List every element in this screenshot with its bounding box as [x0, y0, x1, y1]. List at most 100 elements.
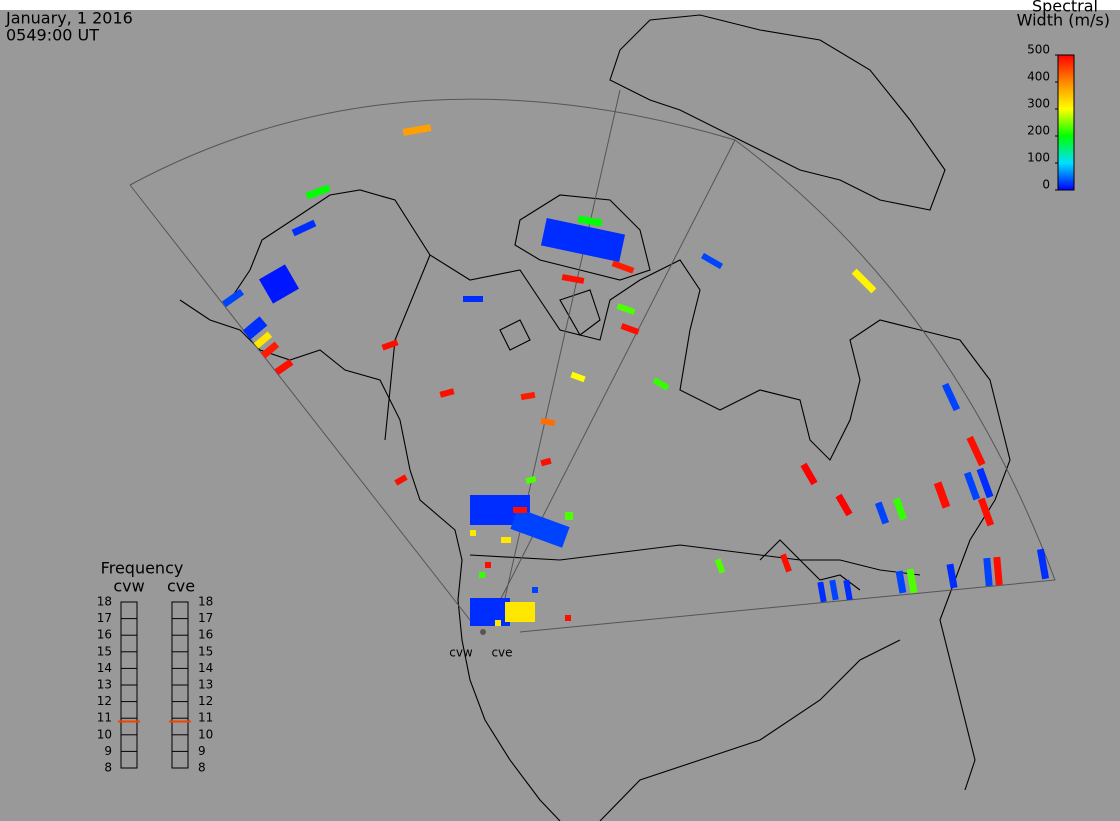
frequency-tick-label: 15	[198, 644, 213, 658]
echo	[501, 537, 511, 543]
echo	[714, 558, 726, 574]
colorbar-title: Spectral	[1032, 0, 1098, 16]
echo	[611, 260, 635, 274]
frequency-tick-label: 16	[97, 628, 112, 642]
colorbar-tick-label: 200	[1027, 124, 1050, 138]
frequency-tick-label: 13	[198, 678, 213, 692]
echo	[525, 475, 537, 485]
echo	[381, 339, 399, 351]
echo	[510, 508, 570, 548]
frequency-tick-label: 11	[97, 711, 112, 725]
echo	[495, 620, 501, 626]
top-strip	[0, 0, 1120, 10]
echo	[851, 268, 877, 294]
frequency-tick-label: 9	[104, 744, 112, 758]
frequency-title: Frequency	[101, 559, 184, 578]
frequency-tick-label: 18	[97, 595, 112, 609]
date: January, 1 2016	[5, 9, 133, 28]
echo	[1036, 548, 1050, 580]
colorbar-tick-label: 300	[1027, 97, 1050, 111]
echo	[565, 512, 573, 520]
frequency-tick-label: 17	[97, 611, 112, 625]
echo	[895, 570, 907, 594]
echo	[565, 615, 571, 621]
echo	[570, 371, 586, 383]
echo	[817, 581, 827, 603]
frequency-tick-label: 12	[97, 694, 112, 708]
echo	[505, 602, 535, 622]
echo	[513, 507, 527, 513]
colorbar-tick-label: 400	[1027, 70, 1050, 84]
colorbar-tick-label: 500	[1027, 43, 1050, 57]
echo	[829, 579, 839, 601]
frequency-tick-label: 18	[198, 595, 213, 609]
frequency-tick-label: 14	[97, 661, 112, 675]
echo	[221, 288, 245, 308]
echo	[966, 435, 986, 467]
echo	[260, 341, 280, 359]
echo	[540, 417, 556, 427]
frequency-tick-label: 17	[198, 611, 213, 625]
frequency-tick-label: 8	[198, 761, 206, 775]
colorbar-tick-label: 0	[1042, 178, 1050, 192]
echo	[479, 572, 485, 578]
frequency-tick-label: 12	[198, 694, 213, 708]
echo	[946, 563, 958, 589]
echo	[906, 568, 918, 594]
echo	[941, 382, 961, 412]
echo	[620, 323, 640, 335]
echo	[616, 303, 636, 315]
radar-label: cvw	[449, 646, 473, 660]
echo	[963, 471, 981, 501]
echo	[561, 274, 585, 284]
echo	[485, 562, 491, 568]
echo	[976, 467, 994, 499]
echo	[577, 215, 603, 227]
echo	[242, 316, 268, 340]
echo	[835, 493, 853, 517]
echo	[983, 557, 993, 587]
echo	[977, 497, 995, 527]
echo	[439, 388, 455, 398]
frequency-tick-label: 16	[198, 628, 213, 642]
radar-name: cvw	[113, 577, 144, 596]
colorbar-tick-label: 100	[1027, 151, 1050, 165]
echo	[291, 219, 317, 237]
echo	[259, 264, 299, 304]
echo	[470, 598, 510, 626]
frequency-tick-label: 9	[198, 744, 206, 758]
echo	[394, 474, 408, 486]
echo	[843, 579, 853, 601]
time: 0549:00 UT	[6, 26, 99, 45]
echo	[274, 358, 294, 376]
echo	[540, 457, 552, 467]
echo	[652, 377, 670, 391]
echo	[305, 184, 331, 200]
colorbar	[1057, 54, 1075, 191]
frequency-tick-label: 14	[198, 661, 213, 675]
echo	[933, 481, 951, 509]
echo	[540, 217, 626, 263]
echo	[993, 556, 1003, 586]
colorbar-title: Width (m/s)	[1017, 11, 1110, 30]
echo	[520, 391, 536, 401]
frequency-tick-label: 8	[104, 761, 112, 775]
frequency-tick-label: 11	[198, 711, 213, 725]
frequency-tick-label: 10	[198, 727, 213, 741]
echo	[874, 501, 890, 525]
radar-site	[480, 629, 486, 635]
radar-label: cve	[491, 646, 512, 660]
echo	[402, 124, 432, 136]
echo	[253, 331, 273, 349]
echo	[780, 553, 792, 573]
frequency-tick-label: 15	[97, 644, 112, 658]
echo	[532, 587, 538, 593]
echo	[700, 252, 724, 270]
frequency-tick-label: 13	[97, 678, 112, 692]
echo	[470, 530, 476, 536]
echo	[892, 497, 908, 521]
frequency-tick-label: 10	[97, 727, 112, 741]
echo	[800, 462, 818, 486]
